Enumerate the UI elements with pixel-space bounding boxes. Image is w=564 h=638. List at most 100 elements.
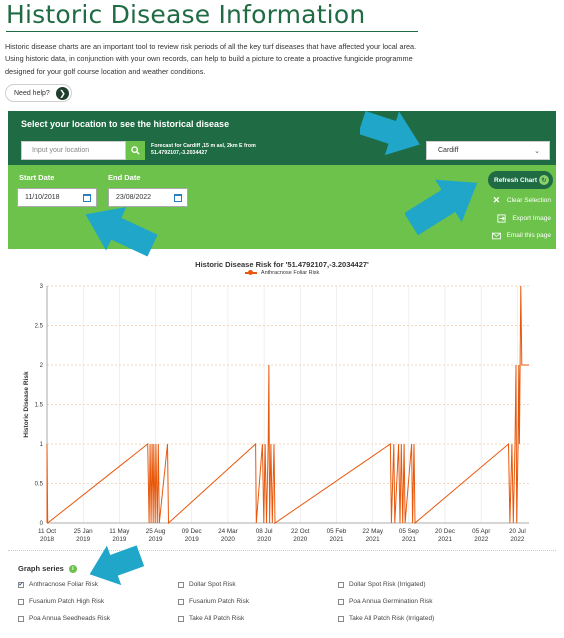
x-tick-label: 11 May	[109, 528, 130, 535]
location-input[interactable]: Input your location	[21, 141, 126, 160]
y-tick-label: 1.5	[35, 403, 44, 409]
callout-arrow-dates	[85, 206, 158, 257]
clear-selection-button[interactable]: ✕ Clear Selection	[492, 195, 551, 205]
callout-arrow-refresh	[405, 179, 478, 236]
legend-label: Anthracnose Foliar Risk	[260, 270, 320, 276]
y-tick-label: 3	[40, 284, 44, 290]
y-axis-label: Historic Disease Risk	[23, 371, 30, 438]
graph-series-item[interactable]: Poa Annua Seedheads Risk	[18, 615, 110, 622]
graph-series-label: Dollar Spot Risk	[189, 581, 236, 588]
y-tick-label: 2	[40, 363, 44, 369]
callout-arrow-graph-series	[89, 545, 145, 586]
graph-series-label: Anthracnose Foliar Risk	[29, 581, 98, 588]
close-icon: ✕	[492, 195, 501, 205]
y-tick-label: 0.5	[35, 482, 44, 488]
graph-series-heading: Graph series i	[18, 564, 77, 573]
chevron-down-icon: ⌄	[534, 148, 540, 155]
graph-series-item[interactable]: Take All Patch Risk (Irrigated)	[338, 615, 434, 622]
intro-text: Historic disease charts are an important…	[5, 42, 417, 76]
calendar-icon[interactable]	[174, 194, 182, 202]
x-tick-label: 24 Mar	[218, 528, 238, 535]
checkbox[interactable]	[178, 615, 184, 622]
x-tick-label: 05 Feb	[327, 528, 347, 535]
risk-chart: 0 0.5 1 1.5 2 2.5 3 11 Oct 2018 25 Jan 2019 11 May 2…	[8, 255, 556, 549]
refresh-chart-button[interactable]: Refresh Chart ↻	[488, 171, 553, 189]
x-tick-label: 2021	[438, 536, 453, 543]
x-tick-label: 2022	[510, 536, 525, 543]
start-date-label: Start Date	[19, 173, 55, 182]
refresh-chart-label: Refresh Chart	[494, 176, 537, 184]
graph-series-item[interactable]: Dollar Spot Risk (Irrigated)	[338, 581, 426, 588]
end-date-input[interactable]: 23/08/2022	[108, 188, 188, 207]
email-page-label: Email this page	[506, 232, 551, 239]
x-tick-label: 11 Oct	[38, 528, 56, 535]
graph-series-section: Graph series i ✔ Anthracnose Foliar Risk D…	[8, 550, 556, 638]
x-tick-label: 2019	[149, 536, 164, 543]
end-date-label: End Date	[108, 173, 141, 182]
start-date-input[interactable]: 11/10/2018	[17, 188, 97, 207]
x-tick-label: 2020	[293, 536, 308, 543]
x-tick-label: 05 Apr	[472, 528, 490, 535]
graph-series-item[interactable]: Fusarium Patch High Risk	[18, 598, 104, 605]
location-heading: Select your location to see the historic…	[21, 119, 230, 129]
location-search-button[interactable]	[126, 141, 145, 160]
start-date-value: 11/10/2018	[25, 194, 60, 201]
checkbox[interactable]	[18, 598, 24, 605]
checkbox[interactable]	[18, 615, 24, 622]
x-tick-label: 25 Jan	[74, 528, 93, 535]
x-tick-label: 2019	[112, 536, 127, 543]
arrow-right-icon: ❯	[56, 87, 69, 100]
x-tick-label: 2021	[402, 536, 417, 543]
forecast-info: Forecast for Cardiff ,15 m asl, 2km E fr…	[151, 143, 281, 157]
graph-series-item[interactable]: Dollar Spot Risk	[178, 581, 236, 588]
x-tick-label: 08 Jul	[256, 528, 273, 535]
x-tick-label: 20 Jul	[509, 528, 526, 535]
checkbox[interactable]	[338, 598, 344, 605]
chart-title: Historic Disease Risk for '51.4792107,-3…	[195, 260, 369, 269]
title-divider	[6, 31, 418, 32]
refresh-icon: ↻	[539, 175, 549, 185]
x-tick-label: 22 May	[362, 528, 384, 535]
x-tick-label: 2021	[329, 536, 344, 543]
chart-legend[interactable]: Anthracnose Foliar Risk	[8, 269, 556, 276]
checkbox[interactable]	[338, 581, 344, 588]
location-select-value: Cardiff	[438, 147, 459, 154]
graph-series-item[interactable]: Poa Annua Germination Risk	[338, 598, 432, 605]
x-tick-label: 25 Aug	[146, 528, 166, 535]
callout-arrow-location	[360, 111, 420, 156]
x-tick-label: 2020	[221, 536, 236, 543]
location-select[interactable]: Cardiff ⌄	[426, 141, 550, 160]
x-tick-label: 09 Dec	[182, 528, 202, 535]
page-title: Historic Disease Information	[6, 0, 366, 29]
graph-series-label: Fusarium Patch Risk	[189, 598, 249, 605]
x-tick-label: 05 Sep	[399, 528, 419, 535]
graph-series-item[interactable]: Fusarium Patch Risk	[178, 598, 249, 605]
checkbox[interactable]	[178, 598, 184, 605]
info-icon[interactable]: i	[68, 564, 77, 573]
need-help-label: Need help?	[14, 89, 50, 97]
legend-swatch	[244, 269, 257, 275]
x-tick-label: 2021	[366, 536, 381, 543]
x-tick-label: 2018	[40, 536, 55, 543]
x-tick-label: 2020	[257, 536, 272, 543]
checkbox[interactable]: ✔	[18, 581, 24, 588]
export-icon	[497, 214, 506, 223]
y-tick-label: 1	[40, 442, 44, 448]
email-page-button[interactable]: Email this page	[491, 231, 551, 240]
forecast-line-1: Forecast for Cardiff ,15 m asl, 2km E fr…	[151, 143, 256, 149]
x-tick-label: 2019	[185, 536, 200, 543]
need-help-button[interactable]: Need help? ❯	[5, 84, 72, 102]
graph-series-label: Poa Annua Seedheads Risk	[29, 615, 110, 622]
location-panel: Select your location to see the historic…	[8, 111, 556, 165]
checkbox[interactable]	[338, 615, 344, 622]
export-image-button[interactable]: Export Image	[497, 214, 551, 223]
x-tick-label: 20 Dec	[435, 528, 455, 535]
graph-series-item[interactable]: Take All Patch Risk	[178, 615, 244, 622]
calendar-icon[interactable]	[83, 194, 91, 202]
graph-series-label: Dollar Spot Risk (Irrigated)	[349, 581, 426, 588]
graph-series-item[interactable]: ✔ Anthracnose Foliar Risk	[18, 581, 98, 588]
y-tick-label: 0	[40, 521, 44, 527]
checkbox[interactable]	[178, 581, 184, 588]
x-tick-label: 2022	[474, 536, 489, 543]
